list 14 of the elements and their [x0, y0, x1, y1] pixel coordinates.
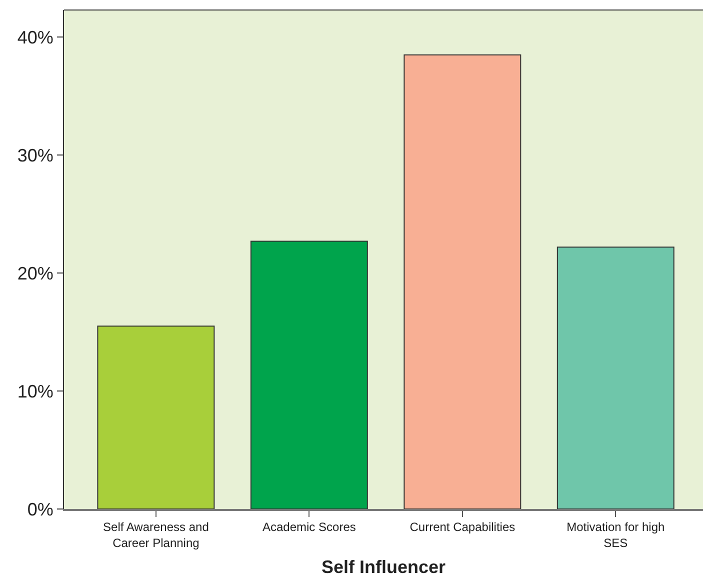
y-tick-label: 30%: [17, 145, 54, 166]
bar: [97, 326, 215, 509]
x-tick-label: Self Awareness and Career Planning: [103, 520, 209, 550]
x-tick-label: Current Capabilities: [410, 520, 516, 534]
y-tick-label: 0%: [27, 499, 54, 520]
x-tick-label: Motivation for high SES: [566, 520, 665, 550]
bar: [250, 240, 368, 509]
y-tick-label: 10%: [17, 381, 54, 402]
x-tick-label: Academic Scores: [262, 520, 356, 534]
y-tick-label: 20%: [17, 263, 54, 284]
bar: [556, 246, 674, 509]
bar: [404, 54, 522, 509]
y-tick-label: 40%: [17, 27, 54, 48]
x-axis-title: Self Influencer: [321, 557, 446, 577]
